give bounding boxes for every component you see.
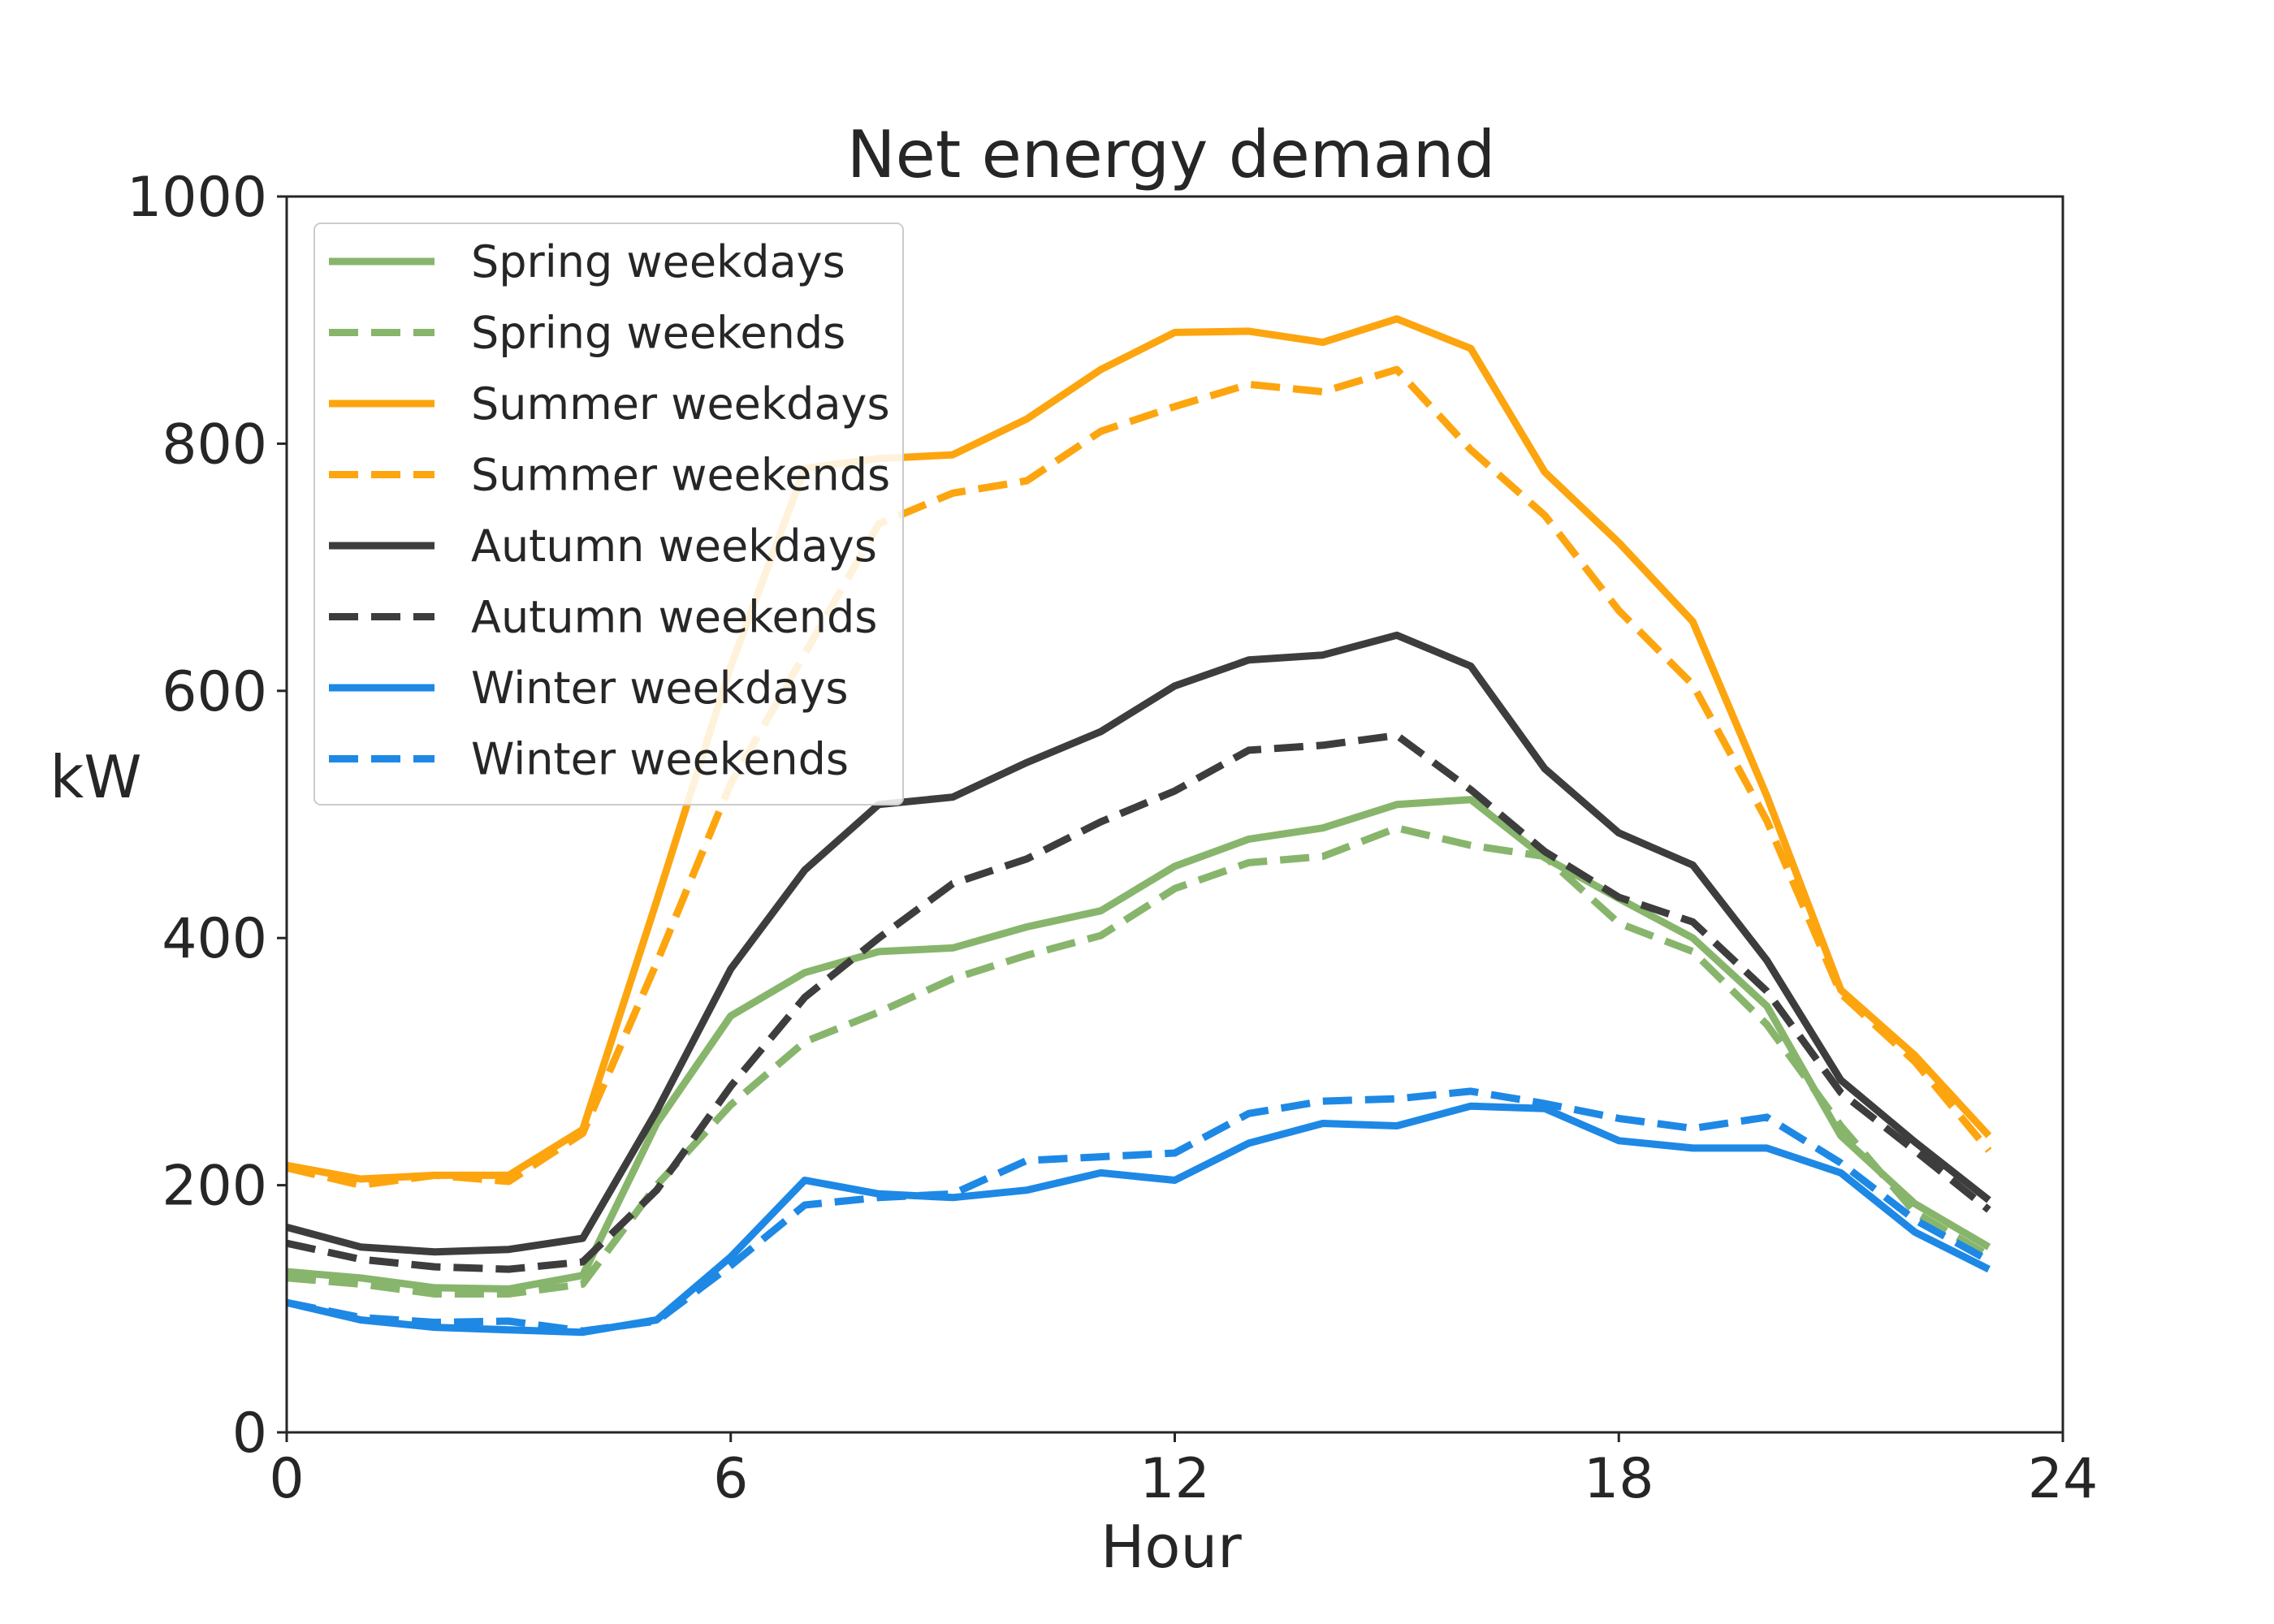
y-tick-label: 0 <box>232 1402 267 1466</box>
x-axis-label: Hour <box>1100 1513 1242 1581</box>
x-tick-label: 12 <box>1139 1447 1210 1511</box>
y-tick-label: 1000 <box>127 166 267 230</box>
y-tick-label: 200 <box>162 1155 267 1219</box>
legend-label-autumn-weekends: Autumn weekends <box>471 592 877 643</box>
legend-label-winter-weekdays: Winter weekdays <box>471 663 849 714</box>
y-axis-label: kW <box>50 743 142 811</box>
legend-box <box>313 222 904 806</box>
legend-label-winter-weekends: Winter weekends <box>471 734 849 785</box>
series-line-autumn-weekdays <box>285 631 1991 1256</box>
series-line-winter-weekdays <box>285 1102 1991 1337</box>
x-tick-label: 0 <box>269 1447 304 1511</box>
y-axis: 0 200 400 600 800 1000 <box>127 166 287 1466</box>
legend-label-summer-weekdays: Summer weekdays <box>471 378 890 430</box>
plot-lines <box>285 315 1992 1337</box>
y-tick-label: 400 <box>162 907 267 971</box>
x-axis: 0 6 12 18 24 <box>269 1432 2098 1511</box>
series-line-spring-weekdays <box>286 796 1991 1293</box>
series-line-autumn-weekends <box>286 732 1991 1273</box>
legend-label-summer-weekends: Summer weekends <box>471 450 890 501</box>
legend-label-autumn-weekdays: Autumn weekdays <box>471 520 877 572</box>
y-tick-label: 600 <box>162 660 267 724</box>
legend-label-spring-weekends: Spring weekends <box>471 308 845 359</box>
legend-label-spring-weekdays: Spring weekdays <box>471 236 845 287</box>
series-line-winter-weekends <box>286 1087 1991 1335</box>
y-tick-label: 800 <box>162 412 267 477</box>
x-tick-label: 18 <box>1584 1447 1654 1511</box>
series-line-spring-weekends <box>286 824 1991 1298</box>
series-line-summer-weekends <box>285 365 1992 1190</box>
x-tick-label: 24 <box>2028 1447 2099 1511</box>
legend: Spring weekdays Spring weekends Summer wee… <box>313 222 904 806</box>
chart-title: Net energy demand <box>847 117 1495 192</box>
x-tick-label: 6 <box>713 1447 748 1511</box>
